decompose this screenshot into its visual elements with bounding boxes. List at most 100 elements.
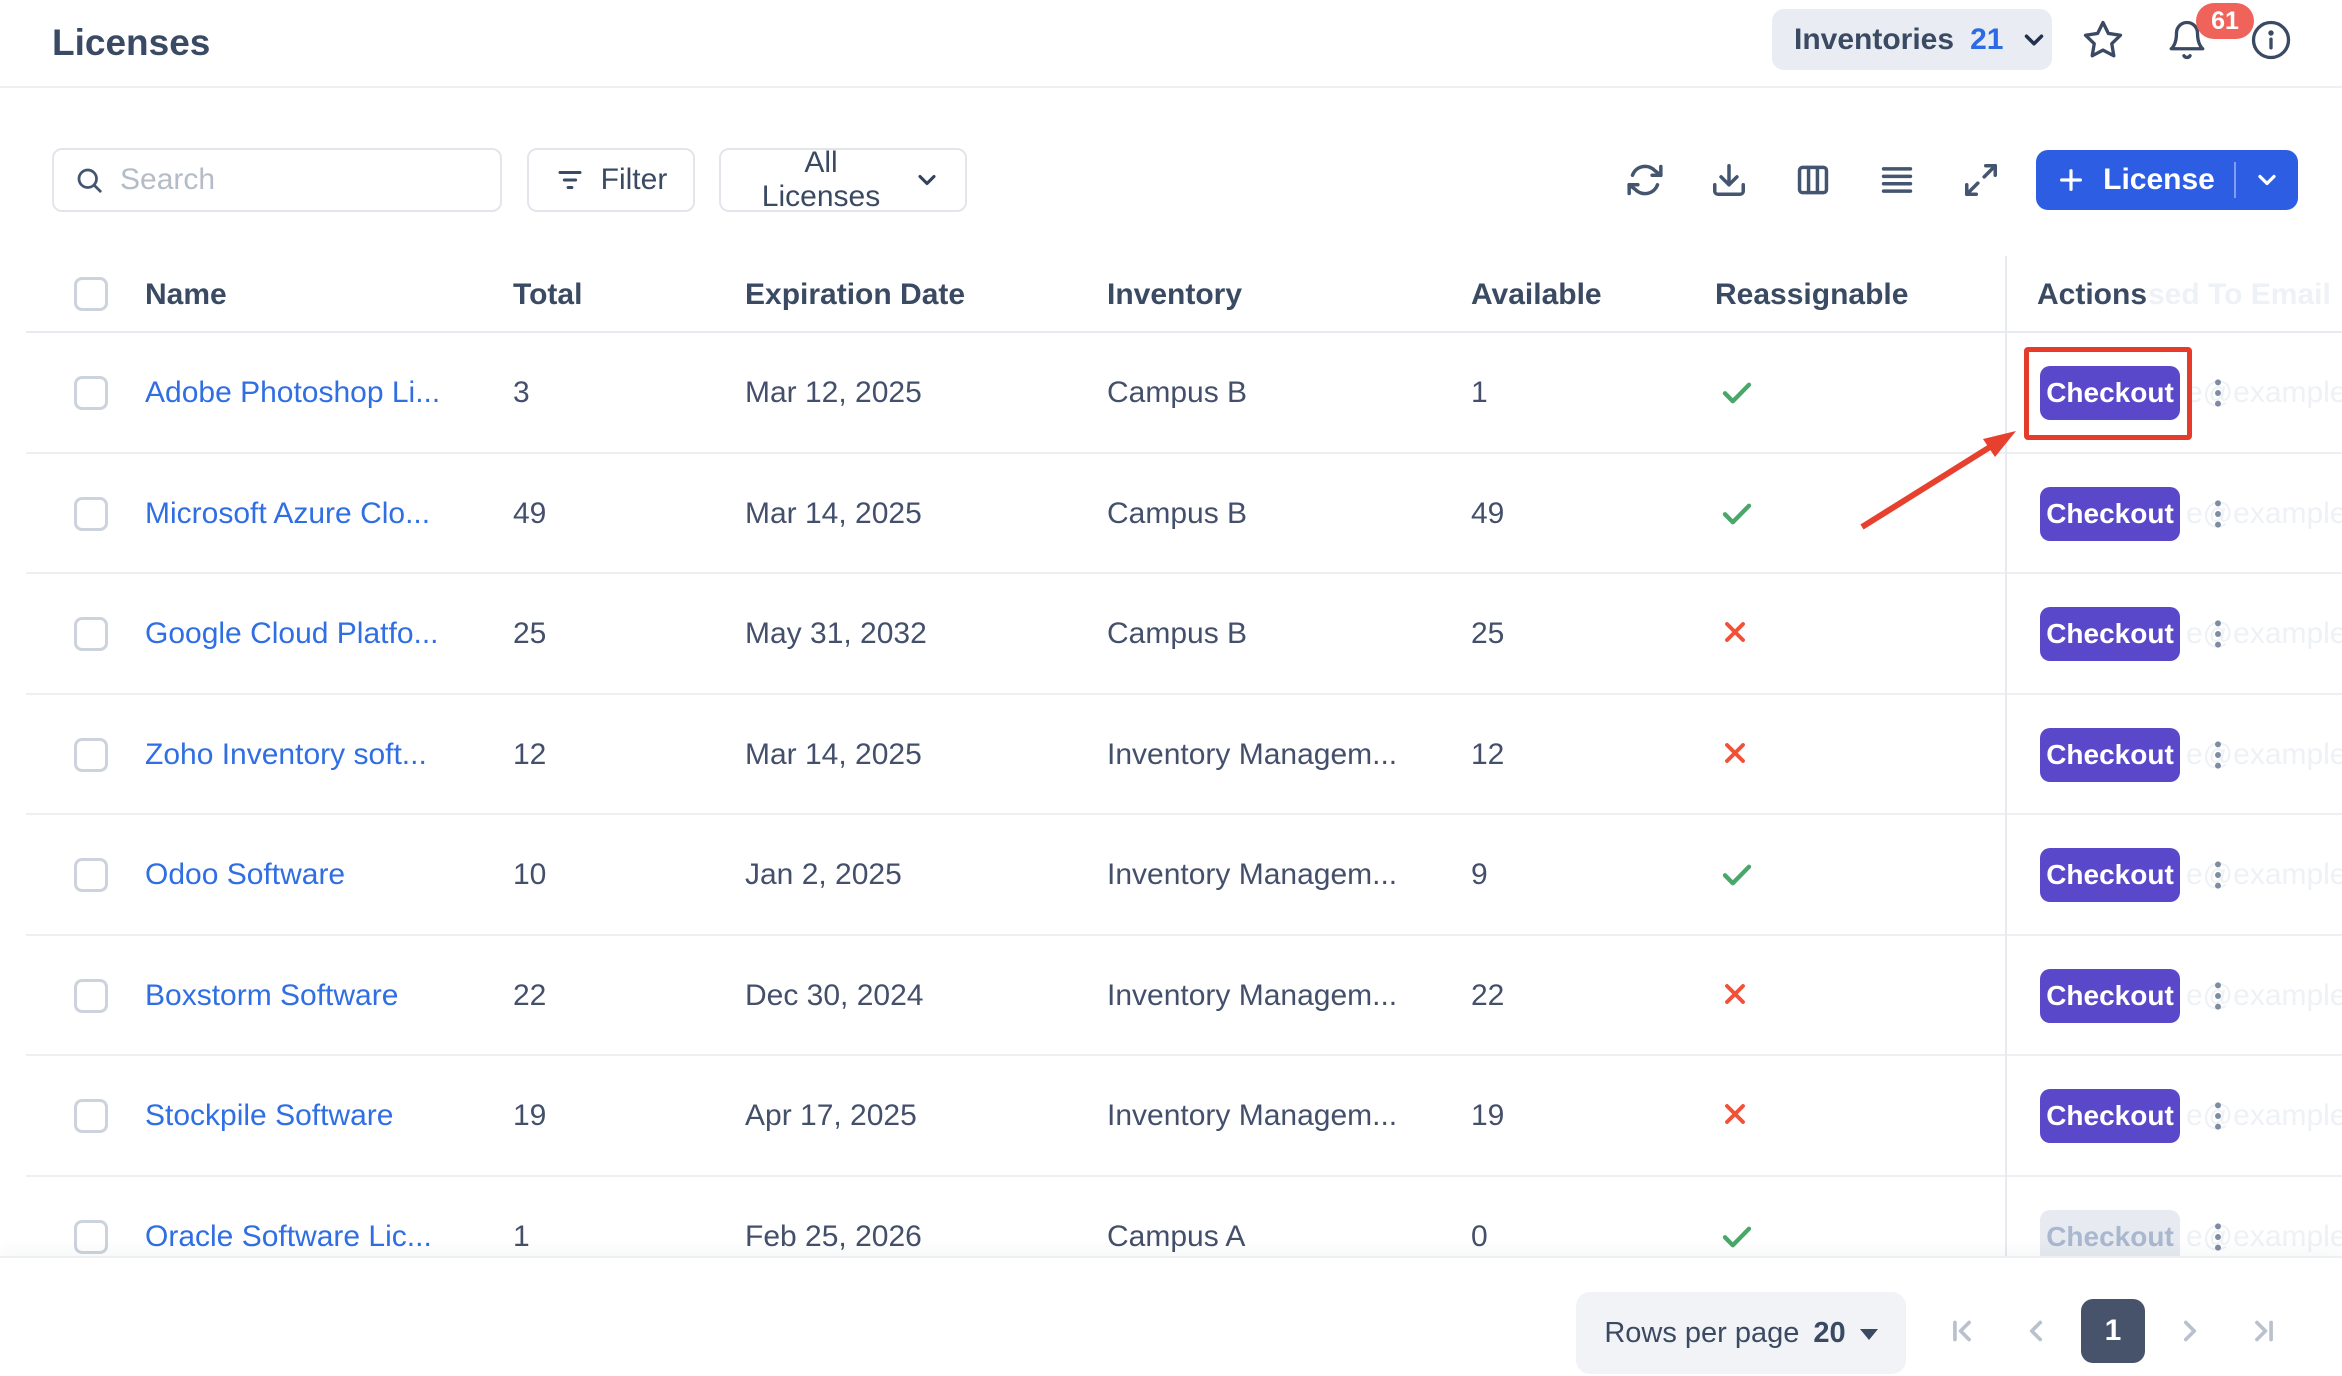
actions-column-divider [2005,256,2007,1258]
checkout-button[interactable]: Checkout [2040,968,2180,1023]
expiration-date-cell: Mar 14, 2025 [745,737,922,771]
license-name-cell: Stockpile Software [145,1056,393,1177]
row-checkbox[interactable] [74,1099,108,1134]
checkout-button[interactable]: Checkout [2040,366,2180,421]
checkout-button[interactable]: Checkout [2040,727,2180,782]
row-checkbox[interactable] [74,376,108,411]
checkout-button[interactable]: Checkout [2040,1209,2180,1264]
expiration-date-cell: Mar 12, 2025 [745,376,922,409]
add-license-button[interactable]: License [2036,150,2234,210]
inventory-cell: Campus B [1107,617,1248,650]
hidden-licensed-to-email-text: e@example. [2186,858,2342,891]
row-actions-menu-button[interactable] [2194,610,2242,658]
row-checkbox[interactable] [74,737,108,772]
license-name-link[interactable]: Adobe Photoshop Li... [145,376,441,409]
available-cell: 9 [1471,858,1488,891]
row-actions-menu-button[interactable] [2194,490,2242,538]
fullscreen-button[interactable] [1957,156,2005,204]
add-license-menu-toggle[interactable] [2236,150,2298,210]
first-page-icon [1945,1314,1979,1348]
checkout-button[interactable]: Checkout [2040,607,2180,662]
checkout-button[interactable]: Checkout [2040,1089,2180,1144]
license-name-cell: Boxstorm Software [145,936,398,1057]
table-row: Stockpile Software 19 Apr 17, 2025 Inven… [0,1056,2342,1177]
available-cell: 0 [1471,1219,1488,1253]
columns-button[interactable] [1789,156,1837,204]
search-input[interactable] [120,163,506,197]
rows-per-page-dropdown[interactable]: Rows per page 20 [1576,1292,1906,1374]
table-row: Microsoft Azure Clo... 49 Mar 14, 2025 C… [0,454,2342,575]
license-name-link[interactable]: Oracle Software Lic... [145,1219,432,1253]
checkout-button[interactable]: Checkout [2040,486,2180,541]
column-header-name[interactable]: Name [145,278,227,311]
rows-per-page-label: Rows per page [1604,1316,1800,1349]
row-checkbox[interactable] [74,858,108,893]
notifications-button[interactable] [2159,12,2215,68]
add-license-split-button[interactable]: License [2036,150,2298,210]
kebab-icon [2201,376,2235,410]
reassignable-no-icon [1719,978,1755,1014]
table-row: Odoo Software 10 Jan 2, 2025 Inventory M… [0,815,2342,936]
column-header-actions: Actions [2037,278,2148,311]
current-page-button[interactable]: 1 [2081,1299,2145,1363]
hidden-licensed-to-email-text: e@example. [2186,376,2342,409]
row-actions-menu-button[interactable] [2194,731,2242,779]
row-actions-menu-button[interactable] [2194,369,2242,417]
first-page-button[interactable] [1930,1299,1994,1363]
inventory-cell: Inventory Managem... [1107,737,1398,771]
last-page-button[interactable] [2232,1299,2296,1363]
expiration-date-cell: Feb 25, 2026 [745,1219,922,1253]
star-icon [2082,19,2124,61]
kebab-icon [2201,858,2235,892]
row-checkbox[interactable] [74,496,108,531]
row-actions-menu-button[interactable] [2194,851,2242,899]
column-header-inventory[interactable]: Inventory [1107,278,1243,311]
license-name-link[interactable]: Odoo Software [145,858,346,891]
hidden-licensed-to-email-text: e@example. [2186,617,2342,650]
next-page-button[interactable] [2158,1299,2222,1363]
license-filter-dropdown[interactable]: All Licenses [719,146,967,213]
row-lines-icon [1878,161,1916,199]
license-name-link[interactable]: Microsoft Azure Clo... [145,496,431,530]
export-button[interactable] [1705,156,1753,204]
filter-button[interactable]: Filter [527,148,695,212]
row-actions-menu-button[interactable] [2194,972,2242,1020]
info-button[interactable] [2243,12,2299,68]
checkout-button[interactable]: Checkout [2040,848,2180,903]
row-density-button[interactable] [1873,156,1921,204]
row-checkbox[interactable] [74,978,108,1013]
reassignable-no-icon [1719,737,1755,773]
reassignable-no-icon [1719,616,1755,652]
inventory-cell: Inventory Managem... [1107,1099,1398,1132]
hidden-licensed-to-email-text: e@example. [2186,1219,2342,1253]
hidden-column-header-licensed-to-email: sed To Email [2148,278,2331,311]
inventory-cell: Campus B [1107,496,1248,530]
favorite-button[interactable] [2075,12,2131,68]
columns-icon [1794,161,1832,199]
column-header-reassignable[interactable]: Reassignable [1715,278,1909,311]
previous-page-button[interactable] [2004,1299,2068,1363]
reassignable-yes-icon [1719,496,1755,532]
license-name-link[interactable]: Boxstorm Software [145,978,399,1012]
column-header-expiration-date[interactable]: Expiration Date [745,278,966,311]
notification-count-badge: 61 [2196,3,2254,39]
refresh-button[interactable] [1621,156,1669,204]
column-header-available[interactable]: Available [1471,278,1602,311]
license-name-link[interactable]: Google Cloud Platfo... [145,617,439,650]
license-name-link[interactable]: Zoho Inventory soft... [145,737,427,771]
hidden-licensed-to-email-text: e@example. [2186,978,2342,1012]
row-actions-menu-button[interactable] [2194,1092,2242,1140]
chevron-down-icon [2019,25,2049,55]
row-actions-menu-button[interactable] [2194,1213,2242,1261]
select-all-checkbox[interactable] [74,277,108,311]
column-header-total[interactable]: Total [513,278,583,311]
available-cell: 1 [1471,376,1488,409]
page-title: Licenses [52,22,211,63]
inventories-dropdown[interactable]: Inventories 21 [1772,9,2052,70]
license-name-cell: Google Cloud Platfo... [145,574,439,695]
row-checkbox[interactable] [74,617,108,652]
inventory-cell: Inventory Managem... [1107,978,1398,1012]
license-name-link[interactable]: Stockpile Software [145,1099,394,1132]
license-name-cell: Oracle Software Lic... [145,1177,432,1298]
row-checkbox[interactable] [74,1219,108,1254]
